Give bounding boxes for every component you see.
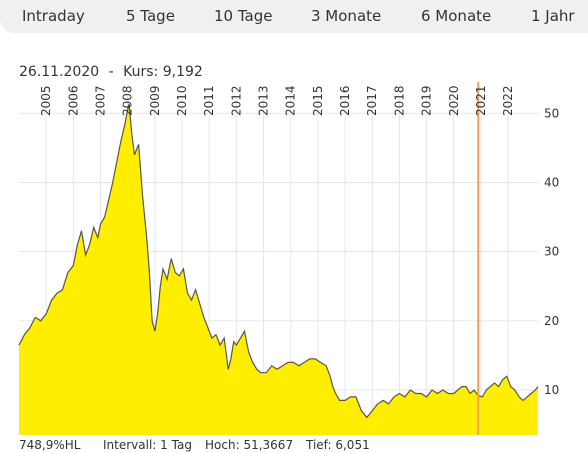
footer-interval-label: Intervall: [103, 438, 157, 452]
x-tick-label: 2011 [202, 85, 216, 116]
footer-high-value: 51,3667 [243, 438, 294, 452]
tab-3-months[interactable]: 3 Monate [311, 7, 382, 25]
tab-intraday[interactable]: Intraday [22, 7, 85, 25]
y-tick-label: 20 [544, 314, 559, 328]
footer-performance: 748,9%HL [19, 438, 81, 452]
x-tick-label: 2013 [257, 85, 271, 116]
x-tick-label: 2007 [94, 85, 108, 116]
x-tick-label: 2018 [392, 85, 406, 116]
x-tick-label: 2019 [420, 85, 434, 116]
x-tick-label: 2014 [284, 85, 298, 116]
footer-high-label: Hoch: [205, 438, 240, 452]
price-line [18, 103, 539, 419]
x-tick-label: 2005 [39, 85, 53, 116]
x-tick-label: 2012 [229, 85, 243, 116]
tab-6-months[interactable]: 6 Monate [421, 7, 492, 25]
info-price-label: Kurs: [123, 64, 159, 80]
y-tick-label: 50 [544, 106, 559, 120]
footer-high: Hoch: 51,3667 [205, 438, 293, 452]
x-tick-label: 2009 [148, 85, 162, 116]
y-tick-label: 10 [544, 383, 559, 397]
footer-interval-value: 1 Tag [160, 438, 192, 452]
info-separator: - [108, 64, 114, 80]
x-tick-label: 2016 [338, 85, 352, 116]
period-tab-bar: Intraday 5 Tage 10 Tage 3 Monate 6 Monat… [0, 0, 588, 33]
x-tick-label: 2010 [175, 85, 189, 116]
x-tick-label: 2020 [447, 85, 461, 116]
footer-low: Tief: 6,051 [306, 438, 370, 452]
tab-1-year[interactable]: 1 Jahr [531, 7, 575, 25]
info-price-value: 9,192 [162, 64, 203, 80]
price-chart[interactable]: 2005 2006 2007 2008 2009 2010 2011 2012 2013 2014… [0, 80, 588, 438]
x-tick-label: 2021 [474, 85, 488, 116]
footer-low-label: Tief: [306, 438, 332, 452]
y-tick-labels: 10 20 30 40 50 [544, 106, 559, 397]
grid [19, 96, 538, 435]
x-tick-label: 2015 [311, 85, 325, 116]
footer-low-value: 6,051 [335, 438, 370, 452]
footer-interval: Intervall: 1 Tag [103, 438, 192, 452]
tab-10-days[interactable]: 10 Tage [214, 7, 273, 25]
x-tick-label: 2006 [66, 85, 80, 116]
x-tick-label: 2017 [365, 85, 379, 116]
x-tick-label: 2008 [121, 85, 135, 116]
y-tick-label: 40 [544, 175, 559, 189]
info-date: 26.11.2020 [19, 64, 100, 80]
price-area [19, 103, 538, 436]
tab-5-days[interactable]: 5 Tage [126, 7, 175, 25]
x-tick-label: 2022 [501, 85, 515, 116]
x-tick-labels: 2005 2006 2007 2008 2009 2010 2011 2012 2013 2014… [39, 85, 515, 116]
y-tick-label: 30 [544, 245, 559, 259]
price-info: 26.11.2020 - Kurs: 9,192 [19, 64, 203, 80]
